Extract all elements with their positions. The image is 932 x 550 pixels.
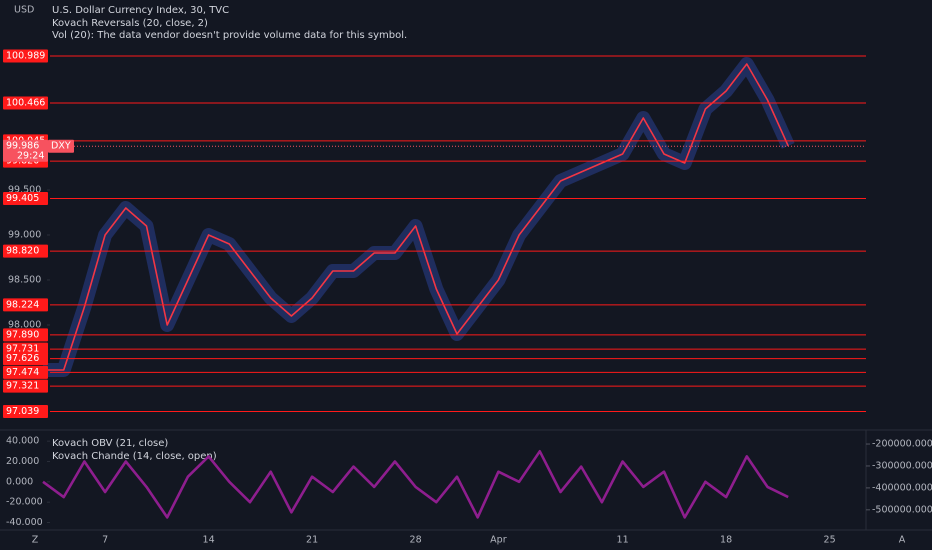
level-label: 97.626 bbox=[6, 353, 39, 364]
y2-tick-label: -400000.000 bbox=[872, 482, 932, 493]
level-label-bg bbox=[3, 379, 48, 393]
x-tick-label: 7 bbox=[102, 535, 108, 546]
chart-title: U.S. Dollar Currency Index, 30, TVC bbox=[52, 5, 229, 16]
countdown: 29:24 bbox=[17, 151, 44, 162]
indicator-label: Kovach OBV (21, close) bbox=[52, 438, 168, 449]
y-tick-label: 98.000 bbox=[8, 319, 41, 330]
symbol-label: DXY bbox=[51, 141, 71, 152]
level-label-bg bbox=[3, 328, 48, 342]
level-label-bg bbox=[3, 96, 48, 110]
level-label-bg bbox=[3, 298, 48, 312]
level-label: 100.466 bbox=[6, 98, 45, 109]
last-price-label: 99.986 bbox=[6, 141, 39, 152]
y-tick-label: 20.000 bbox=[6, 456, 39, 467]
level-label: 99.405 bbox=[6, 193, 39, 204]
x-tick-label: 18 bbox=[720, 535, 732, 546]
x-tick-label: 21 bbox=[306, 535, 318, 546]
level-label-bg bbox=[3, 244, 48, 258]
series-line bbox=[43, 63, 789, 371]
y2-tick-label: -300000.000 bbox=[872, 460, 932, 471]
level-label-bg bbox=[3, 49, 48, 63]
x-tick-label: 25 bbox=[824, 535, 836, 546]
y-tick-label: -40.000 bbox=[6, 517, 43, 528]
y-tick-label: 98.500 bbox=[8, 274, 41, 285]
last-price-bg bbox=[3, 139, 48, 162]
y-tick-label: 99.500 bbox=[8, 184, 41, 195]
level-label: 97.321 bbox=[6, 381, 39, 392]
y-tick-label: 0.000 bbox=[6, 476, 33, 487]
y2-tick-label: -500000.000 bbox=[872, 504, 932, 515]
level-label-bg bbox=[3, 404, 48, 418]
x-tick-label: 28 bbox=[410, 535, 422, 546]
y2-tick-label: -200000.000 bbox=[872, 439, 932, 450]
level-label: 98.820 bbox=[6, 246, 39, 257]
level-label: 97.474 bbox=[6, 367, 39, 378]
currency: USD bbox=[14, 5, 34, 16]
y-tick-label: -20.000 bbox=[6, 497, 43, 508]
level-label: 97.039 bbox=[6, 406, 39, 417]
symbol-bg bbox=[48, 139, 74, 153]
indicator-label: Kovach Chande (14, close, open) bbox=[52, 451, 217, 462]
x-tick-label: Apr bbox=[490, 535, 507, 546]
icon[interactable]: A bbox=[899, 535, 906, 546]
level-label-bg bbox=[3, 352, 48, 366]
level-label: 97.731 bbox=[6, 344, 39, 355]
level-label-bg bbox=[3, 365, 48, 379]
y-tick-label: 40.000 bbox=[6, 436, 39, 447]
x-tick-label: 14 bbox=[203, 535, 215, 546]
level-label: 97.890 bbox=[6, 329, 39, 340]
level-label-bg bbox=[3, 192, 48, 206]
series-line bbox=[42, 450, 789, 519]
icon[interactable]: Z bbox=[32, 535, 39, 546]
level-label: 100.989 bbox=[6, 50, 45, 61]
indicator-label: Vol (20): The data vendor doesn't provid… bbox=[52, 30, 407, 41]
indicator-label: Kovach Reversals (20, close, 2) bbox=[52, 18, 208, 29]
level-label: 98.224 bbox=[6, 299, 39, 310]
x-tick-label: 11 bbox=[617, 535, 629, 546]
y-tick-label: 99.000 bbox=[8, 229, 41, 240]
